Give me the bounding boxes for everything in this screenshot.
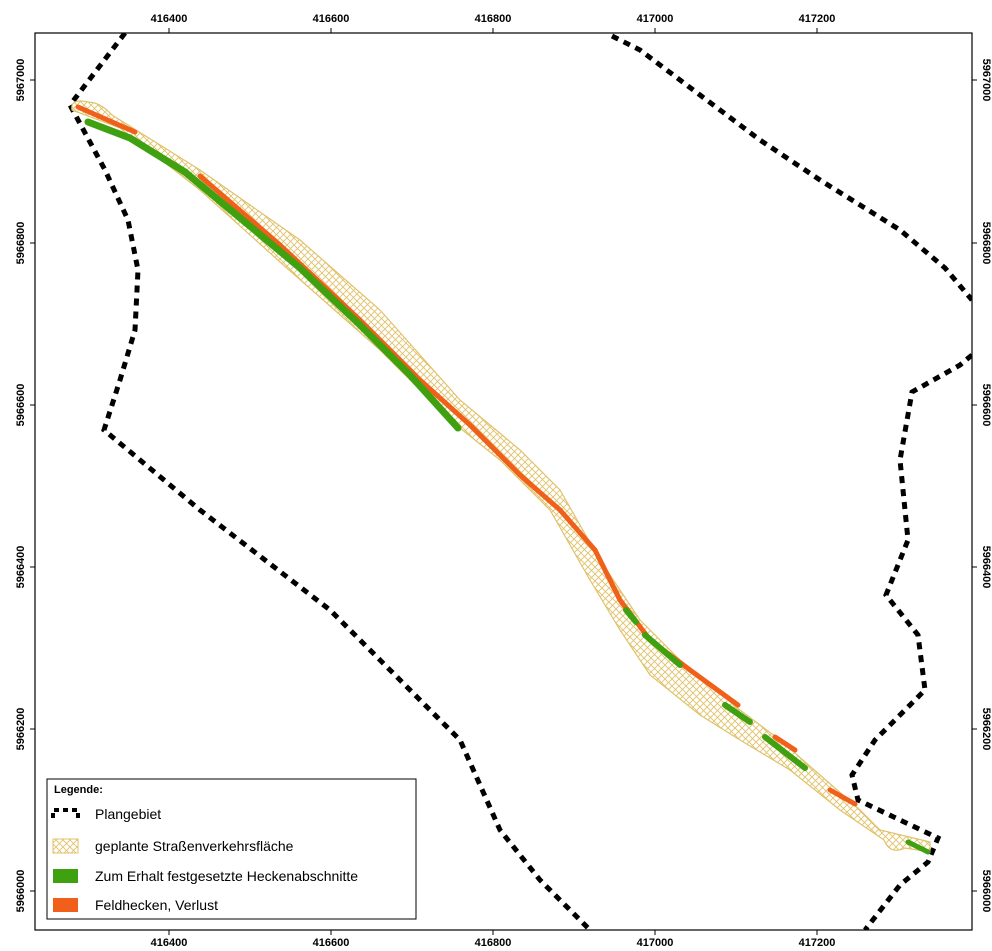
legend-label: Plangebiet	[95, 806, 161, 822]
hedge-loss-segment	[772, 734, 798, 753]
legend-item-plangebiet: Plangebiet	[51, 806, 161, 822]
y-tick-label: 5967000	[15, 59, 27, 102]
y-tick-label: 5966600	[15, 384, 27, 427]
hedge-keep-segment	[722, 702, 753, 725]
y-tick-label: 5966200	[15, 708, 27, 751]
x-tick-label: 417000	[637, 13, 674, 25]
green-fill-swatch	[53, 869, 78, 883]
legend-item-hedge-loss: Feldhecken, Verlust	[53, 897, 218, 913]
hatch-swatch	[52, 838, 79, 854]
hedge-keep-segment	[905, 839, 931, 855]
orange-fill-swatch	[53, 898, 78, 912]
hedge-loss-segment	[827, 787, 858, 807]
legend-title: Legende:	[54, 784, 103, 796]
x-tick-label: 416400	[151, 13, 188, 25]
plangebiet-boundary-west	[67, 33, 592, 930]
hedge-keep-segment	[762, 734, 808, 771]
legend-label: geplante Straßenverkehrsfläche	[95, 838, 294, 854]
y-tick-label: 5966000	[15, 870, 27, 913]
hedge-keep-segment	[642, 632, 683, 668]
legend-box	[46, 778, 417, 920]
legend-label: Zum Erhalt festgesetzte Heckenabschnitte	[95, 868, 358, 884]
x-tick-label: 416600	[313, 937, 350, 949]
y-tick-label: 5966400	[15, 546, 27, 589]
y-tick-label: 5966600	[980, 384, 992, 427]
y-tick-label: 5967000	[980, 59, 992, 102]
legend-label: Feldhecken, Verlust	[95, 897, 218, 913]
y-tick-label: 5966200	[980, 708, 992, 751]
plangebiet-boundary-east	[610, 33, 972, 302]
x-tick-label: 416400	[151, 937, 188, 949]
hedge-loss-segment	[75, 104, 138, 135]
x-tick-labels-top: 416400 416600 416800 417000 417200	[151, 13, 836, 25]
x-tick-label: 416800	[475, 13, 512, 25]
hedge-keep-segment	[623, 607, 639, 625]
legend: Legende: Plangebiet geplante Straßenverk…	[46, 778, 417, 920]
plangebiet-boundary-southeast	[849, 353, 972, 930]
y-tick-labels-left: 5967000 5966800 5966600 5966400 5966200 …	[15, 59, 27, 913]
x-tick-label: 417200	[799, 937, 836, 949]
y-tick-labels-right: 5967000 5966800 5966600 5966400 5966200 …	[980, 59, 992, 913]
road-corridor	[71, 100, 931, 853]
hedge-keep-segment	[84, 118, 462, 432]
y-tick-label: 5966400	[980, 546, 992, 589]
legend-item-road: geplante Straßenverkehrsfläche	[52, 838, 294, 854]
x-tick-label: 417000	[637, 937, 674, 949]
y-tick-label: 5966800	[15, 222, 27, 265]
x-tick-label: 416600	[313, 13, 350, 25]
x-tick-labels-bottom: 416400 416600 416800 417000 417200	[151, 937, 836, 949]
legend-item-hedge-keep: Zum Erhalt festgesetzte Heckenabschnitte	[53, 868, 358, 884]
dashed-boundary-swatch	[51, 808, 80, 818]
map-frame	[34, 32, 973, 931]
y-tick-label: 5966000	[980, 870, 992, 913]
y-tick-marks	[30, 79, 977, 892]
x-tick-label: 417200	[799, 13, 836, 25]
y-tick-label: 5966800	[980, 222, 992, 265]
x-tick-marks	[168, 28, 818, 935]
x-tick-label: 416800	[475, 937, 512, 949]
